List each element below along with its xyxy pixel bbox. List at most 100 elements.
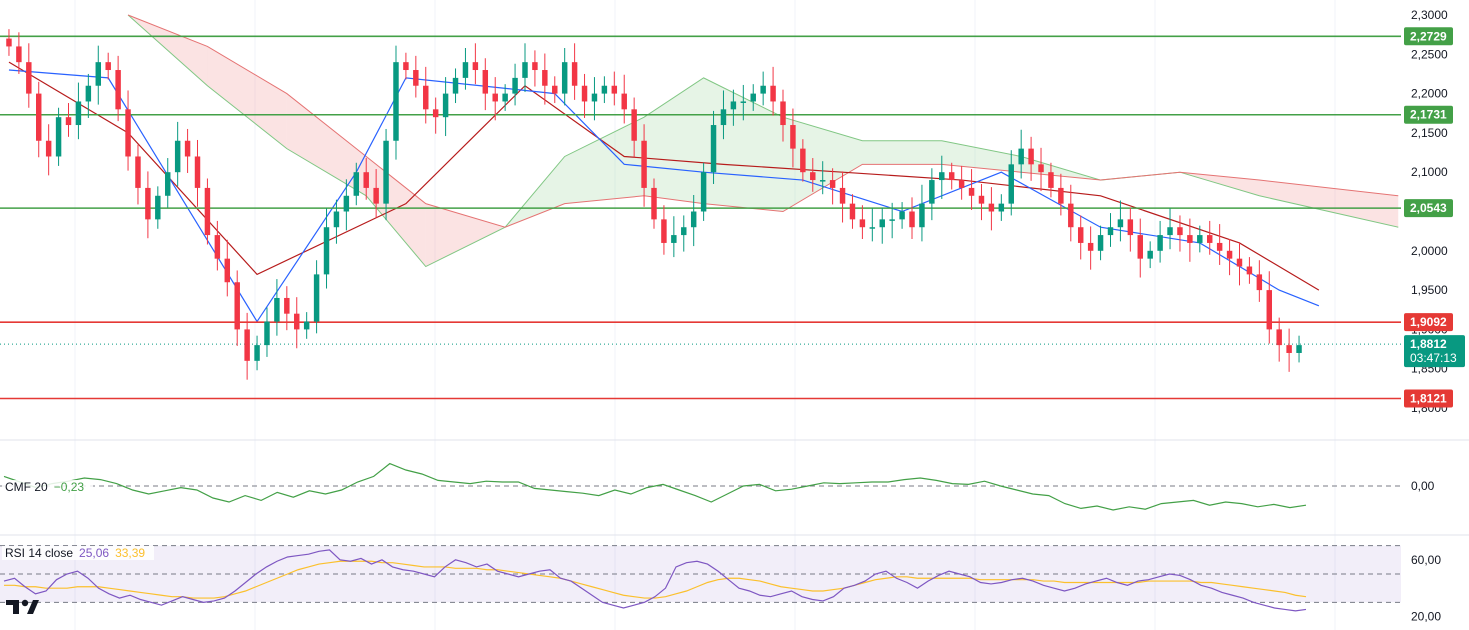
candle xyxy=(1048,162,1054,198)
candle xyxy=(1028,136,1034,181)
candle xyxy=(184,128,191,173)
candle-body xyxy=(948,172,955,181)
candle-body xyxy=(552,85,558,94)
candle xyxy=(849,194,856,229)
candle xyxy=(6,29,12,56)
candle-body xyxy=(819,180,826,182)
candle xyxy=(165,158,171,208)
candle xyxy=(313,260,320,334)
level-badge xyxy=(1404,389,1453,408)
rsi-tick-label: 60,00 xyxy=(1411,553,1441,567)
candle xyxy=(780,89,786,142)
candle xyxy=(1117,200,1124,242)
candle-body xyxy=(899,211,905,220)
candle-body xyxy=(184,140,191,157)
candle-body xyxy=(502,93,508,102)
candle-body xyxy=(294,313,300,330)
candle-body xyxy=(234,282,240,330)
candle-body xyxy=(95,62,102,86)
candle-body xyxy=(810,172,816,181)
candle-body xyxy=(839,187,846,204)
candle xyxy=(571,43,578,100)
candle-body xyxy=(661,219,667,243)
candle-body xyxy=(681,227,687,236)
candle-body xyxy=(988,203,995,212)
candle xyxy=(294,297,300,349)
candle xyxy=(125,90,131,171)
candle-body xyxy=(1058,187,1064,204)
candle xyxy=(1197,225,1203,253)
candle xyxy=(323,208,330,289)
candle xyxy=(948,162,955,190)
candle xyxy=(561,48,568,106)
current-price-badge xyxy=(1404,335,1465,368)
candle xyxy=(552,76,558,104)
price-tick-label: 2,2500 xyxy=(1411,47,1448,61)
candle xyxy=(16,32,22,74)
candle-body xyxy=(75,101,82,126)
candle-body xyxy=(413,70,419,86)
candle xyxy=(502,84,508,111)
candle xyxy=(770,66,776,116)
rsi-tick-label: 20,00 xyxy=(1411,610,1441,624)
candle xyxy=(1097,225,1104,261)
candle-body xyxy=(16,46,22,63)
candle xyxy=(968,169,975,210)
level-badge xyxy=(1404,27,1453,46)
candle-body xyxy=(45,140,52,157)
candle-body xyxy=(611,85,618,94)
candle xyxy=(194,139,201,207)
candle xyxy=(254,335,260,371)
candle-body xyxy=(998,203,1005,212)
candle-body xyxy=(869,227,876,229)
candle-body xyxy=(800,148,806,173)
candle xyxy=(65,103,72,137)
candle-body xyxy=(1187,235,1193,243)
cloud-segment xyxy=(1259,180,1399,228)
candle-body xyxy=(1286,345,1292,353)
candle-body xyxy=(542,70,548,86)
candle-body xyxy=(1216,242,1223,251)
candle xyxy=(482,58,489,111)
candle-body xyxy=(55,117,62,157)
candle xyxy=(373,169,379,218)
candle-body xyxy=(452,77,459,94)
candle xyxy=(1236,242,1243,286)
candle xyxy=(889,202,895,239)
candle-body xyxy=(1117,219,1124,228)
candle xyxy=(1068,184,1074,242)
rsi-legend-ma-value: 33,39 xyxy=(115,546,146,560)
candle xyxy=(641,124,647,207)
cloud-segment xyxy=(644,77,704,204)
candle-body xyxy=(432,109,439,118)
candle xyxy=(224,239,231,297)
candle-body xyxy=(700,172,707,212)
candle-body xyxy=(710,125,717,173)
candle xyxy=(998,194,1005,221)
candle-body xyxy=(770,85,776,102)
candle xyxy=(363,158,369,200)
candle xyxy=(1127,207,1134,252)
cloud-segment xyxy=(425,203,506,267)
candle-body xyxy=(561,62,568,94)
cmf-legend: CMF 20 −0,23 xyxy=(2,480,94,494)
candle xyxy=(978,183,985,221)
candle xyxy=(55,107,62,166)
cmf-legend-value: −0,23 xyxy=(53,480,85,494)
level-badge xyxy=(1404,105,1453,124)
rsi-panel: 60,00 20,00 xyxy=(0,545,1441,624)
tradingview-logo-icon xyxy=(6,599,39,614)
cloud-segment xyxy=(862,140,942,165)
candle xyxy=(174,121,181,187)
candle xyxy=(1177,215,1183,252)
candle xyxy=(383,128,389,221)
candle-body xyxy=(1077,227,1084,243)
candle-body xyxy=(1038,164,1044,173)
candle xyxy=(442,77,449,137)
rsi-legend-value: 25,06 xyxy=(79,546,110,560)
candle-body xyxy=(36,93,42,141)
cmf-line xyxy=(3,462,1307,511)
rsi-line xyxy=(3,549,1307,612)
candle xyxy=(839,171,846,223)
candle-body xyxy=(313,274,320,322)
